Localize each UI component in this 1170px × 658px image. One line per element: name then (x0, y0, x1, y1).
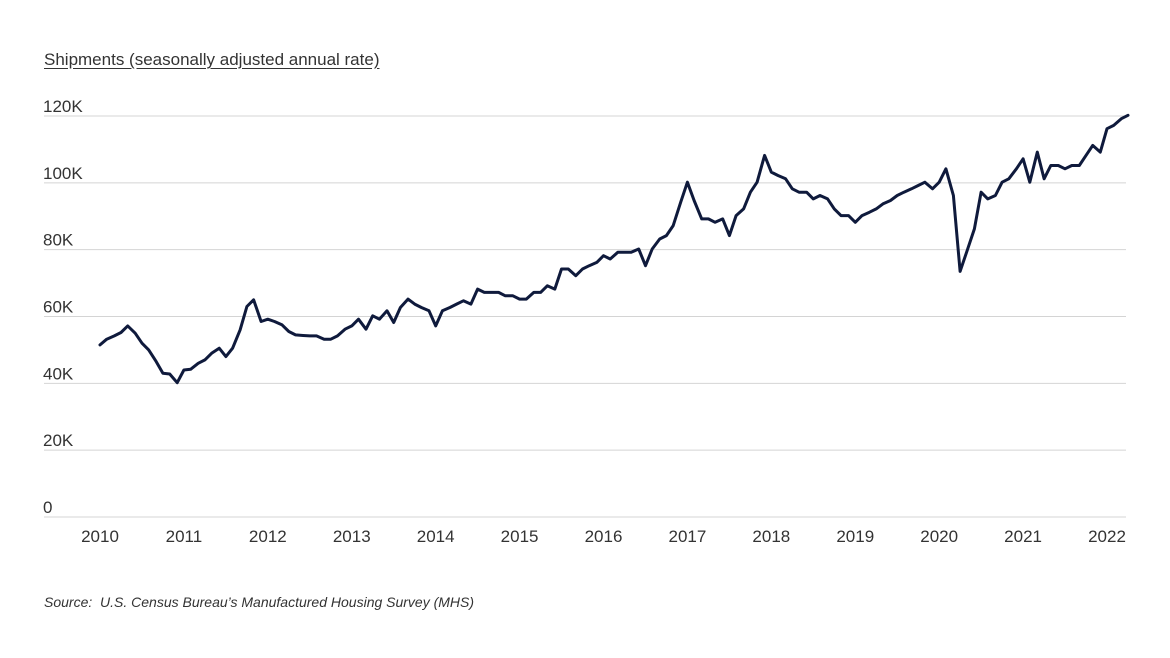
x-tick-label: 2015 (501, 527, 539, 546)
chart-title: Shipments (seasonally adjusted annual ra… (44, 50, 380, 69)
x-tick-label: 2010 (81, 527, 119, 546)
series-layer (98, 113, 1130, 385)
x-tick-label: 2021 (1004, 527, 1042, 546)
source-text: U.S. Census Bureau’s Manufactured Housin… (100, 594, 475, 610)
y-tick-label: 60K (43, 298, 74, 317)
x-tick-label: 2016 (585, 527, 623, 546)
y-tick-label: 100K (43, 164, 83, 183)
x-tick-label: 2022 (1088, 527, 1126, 546)
x-tick-label: 2019 (836, 527, 874, 546)
y-tick-label: 80K (43, 231, 74, 250)
y-tick-label: 0 (43, 498, 52, 517)
x-tick-label: 2017 (669, 527, 707, 546)
y-tick-label: 120K (43, 97, 83, 116)
x-tick-label: 2020 (920, 527, 958, 546)
series-line-shipments (98, 113, 1130, 385)
x-tick-label: 2013 (333, 527, 371, 546)
x-axis-ticks: 2010 2011 2012 2013 2014 2015 2016 2017 2018 2019… (81, 527, 1126, 546)
y-tick-label: 40K (43, 364, 74, 383)
x-tick-label: 2011 (166, 527, 203, 546)
source-prefix: Source: (44, 594, 93, 610)
gridlines (44, 115, 1126, 518)
y-axis-ticks: 0 20K 40K 60K 80K 100K 120K (43, 97, 83, 517)
x-tick-label: 2014 (417, 527, 455, 546)
y-tick-label: 20K (43, 431, 74, 450)
x-tick-label: 2018 (752, 527, 790, 546)
source-note: Source: U.S. Census Bureau’s Manufacture… (44, 594, 474, 610)
x-tick-label: 2012 (249, 527, 287, 546)
